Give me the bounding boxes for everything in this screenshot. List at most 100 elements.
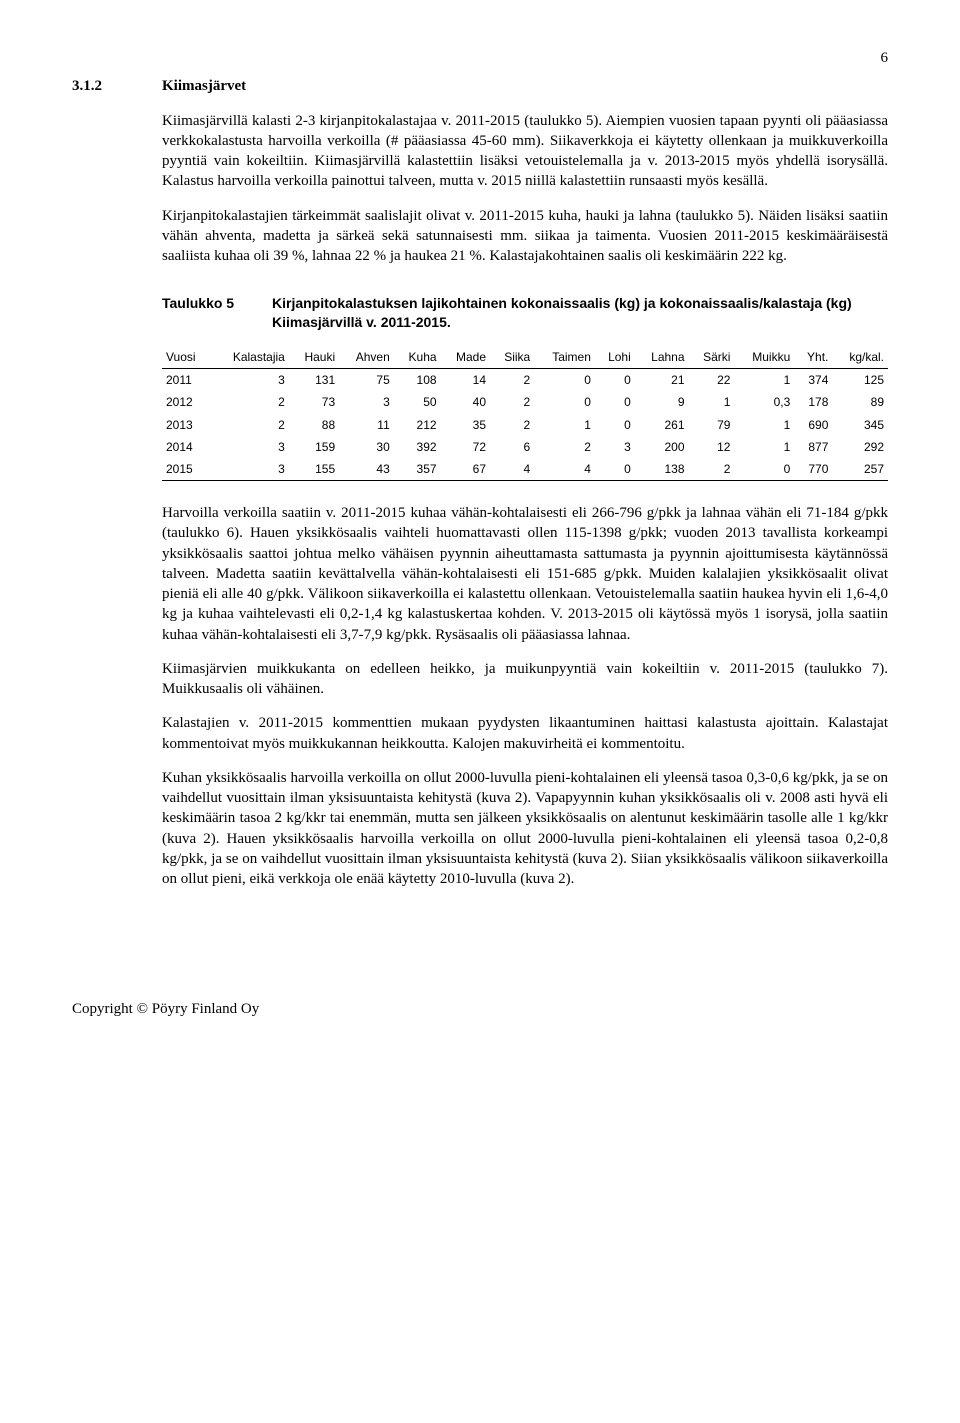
table-5: VuosiKalastajiaHaukiAhvenKuhaMadeSiikaTa… — [162, 346, 888, 481]
table-cell: 357 — [394, 458, 441, 481]
table-cell: 261 — [635, 414, 689, 436]
table-cell: 3 — [211, 436, 289, 458]
table-cell: 690 — [794, 414, 832, 436]
table-cell: 75 — [339, 369, 394, 392]
table-cell: 2015 — [162, 458, 211, 481]
table-cell: 14 — [441, 369, 490, 392]
table-cell: 877 — [794, 436, 832, 458]
table-header-cell: Lohi — [595, 346, 635, 369]
table-header-cell: Yht. — [794, 346, 832, 369]
table-cell: 4 — [490, 458, 534, 481]
table-5-block: Taulukko 5 Kirjanpitokalastuksen lajikoh… — [162, 294, 888, 481]
table-cell: 6 — [490, 436, 534, 458]
table-cell: 2 — [534, 436, 595, 458]
table-cell: 2013 — [162, 414, 211, 436]
paragraph: Kiimasjärvillä kalasti 2-3 kirjanpitokal… — [162, 111, 888, 192]
table-cell: 89 — [832, 391, 888, 413]
table-cell: 2 — [211, 414, 289, 436]
table-row: 201431593039272623200121877292 — [162, 436, 888, 458]
table-cell: 4 — [534, 458, 595, 481]
table-cell: 21 — [635, 369, 689, 392]
table-header-cell: Siika — [490, 346, 534, 369]
table-header-cell: Kalastajia — [211, 346, 289, 369]
table-cell: 212 — [394, 414, 441, 436]
table-cell: 200 — [635, 436, 689, 458]
table-cell: 73 — [289, 391, 339, 413]
table-cell: 131 — [289, 369, 339, 392]
table-cell: 1 — [689, 391, 735, 413]
table-cell: 2012 — [162, 391, 211, 413]
table-cell: 257 — [832, 458, 888, 481]
table-cell: 108 — [394, 369, 441, 392]
section-heading: 3.1.2 Kiimasjärvet — [72, 76, 888, 96]
table-cell: 43 — [339, 458, 394, 481]
table-cell: 392 — [394, 436, 441, 458]
table-cell: 3 — [211, 369, 289, 392]
table-cell: 0 — [595, 391, 635, 413]
table-cell: 40 — [441, 391, 490, 413]
table-cell: 125 — [832, 369, 888, 392]
table-5-caption: Taulukko 5 Kirjanpitokalastuksen lajikoh… — [162, 294, 888, 332]
table-cell: 138 — [635, 458, 689, 481]
table-cell: 2 — [490, 391, 534, 413]
body-text: Harvoilla verkoilla saatiin v. 2011-2015… — [162, 503, 888, 889]
table-cell: 159 — [289, 436, 339, 458]
section-title: Kiimasjärvet — [162, 76, 246, 96]
table-cell: 2014 — [162, 436, 211, 458]
paragraph: Harvoilla verkoilla saatiin v. 2011-2015… — [162, 503, 888, 645]
table-cell: 30 — [339, 436, 394, 458]
table-5-caption-text: Kirjanpitokalastuksen lajikohtainen koko… — [272, 294, 888, 332]
paragraph: Kiimasjärvien muikkukanta on edelleen he… — [162, 659, 888, 700]
table-cell: 88 — [289, 414, 339, 436]
table-cell: 9 — [635, 391, 689, 413]
section-number: 3.1.2 — [72, 76, 162, 96]
table-cell: 2 — [490, 414, 534, 436]
table-cell: 345 — [832, 414, 888, 436]
table-header-cell: Vuosi — [162, 346, 211, 369]
table-header-cell: Muikku — [734, 346, 794, 369]
table-cell: 2011 — [162, 369, 211, 392]
table-cell: 0 — [595, 369, 635, 392]
table-cell: 2 — [689, 458, 735, 481]
table-cell: 2 — [211, 391, 289, 413]
paragraph: Kalastajien v. 2011-2015 kommenttien muk… — [162, 713, 888, 754]
table-cell: 72 — [441, 436, 490, 458]
table-cell: 0 — [734, 458, 794, 481]
table-cell: 1 — [534, 414, 595, 436]
table-cell: 1 — [734, 369, 794, 392]
table-cell: 292 — [832, 436, 888, 458]
table-cell: 2 — [490, 369, 534, 392]
table-cell: 0 — [595, 458, 635, 481]
table-header-cell: Ahven — [339, 346, 394, 369]
table-cell: 3 — [595, 436, 635, 458]
table-cell: 1 — [734, 414, 794, 436]
table-row: 20113131751081420021221374125 — [162, 369, 888, 392]
copyright-footer: Copyright © Pöyry Finland Oy — [72, 999, 888, 1019]
paragraph: Kirjanpitokalastajien tärkeimmät saalisl… — [162, 206, 888, 267]
page-number: 6 — [72, 48, 888, 68]
table-header-cell: Made — [441, 346, 490, 369]
table-header-cell: Taimen — [534, 346, 595, 369]
table-cell: 3 — [339, 391, 394, 413]
table-cell: 0,3 — [734, 391, 794, 413]
table-cell: 0 — [534, 369, 595, 392]
table-header-cell: Kuha — [394, 346, 441, 369]
table-cell: 12 — [689, 436, 735, 458]
table-cell: 50 — [394, 391, 441, 413]
table-cell: 770 — [794, 458, 832, 481]
table-header-cell: Särki — [689, 346, 735, 369]
table-5-label: Taulukko 5 — [162, 294, 272, 332]
table-cell: 374 — [794, 369, 832, 392]
table-cell: 67 — [441, 458, 490, 481]
table-cell: 79 — [689, 414, 735, 436]
table-cell: 155 — [289, 458, 339, 481]
table-cell: 0 — [534, 391, 595, 413]
table-cell: 3 — [211, 458, 289, 481]
table-cell: 22 — [689, 369, 735, 392]
paragraph: Kuhan yksikkösaalis harvoilla verkoilla … — [162, 768, 888, 890]
table-cell: 0 — [595, 414, 635, 436]
table-row: 20153155433576744013820770257 — [162, 458, 888, 481]
table-cell: 178 — [794, 391, 832, 413]
table-cell: 35 — [441, 414, 490, 436]
table-cell: 1 — [734, 436, 794, 458]
